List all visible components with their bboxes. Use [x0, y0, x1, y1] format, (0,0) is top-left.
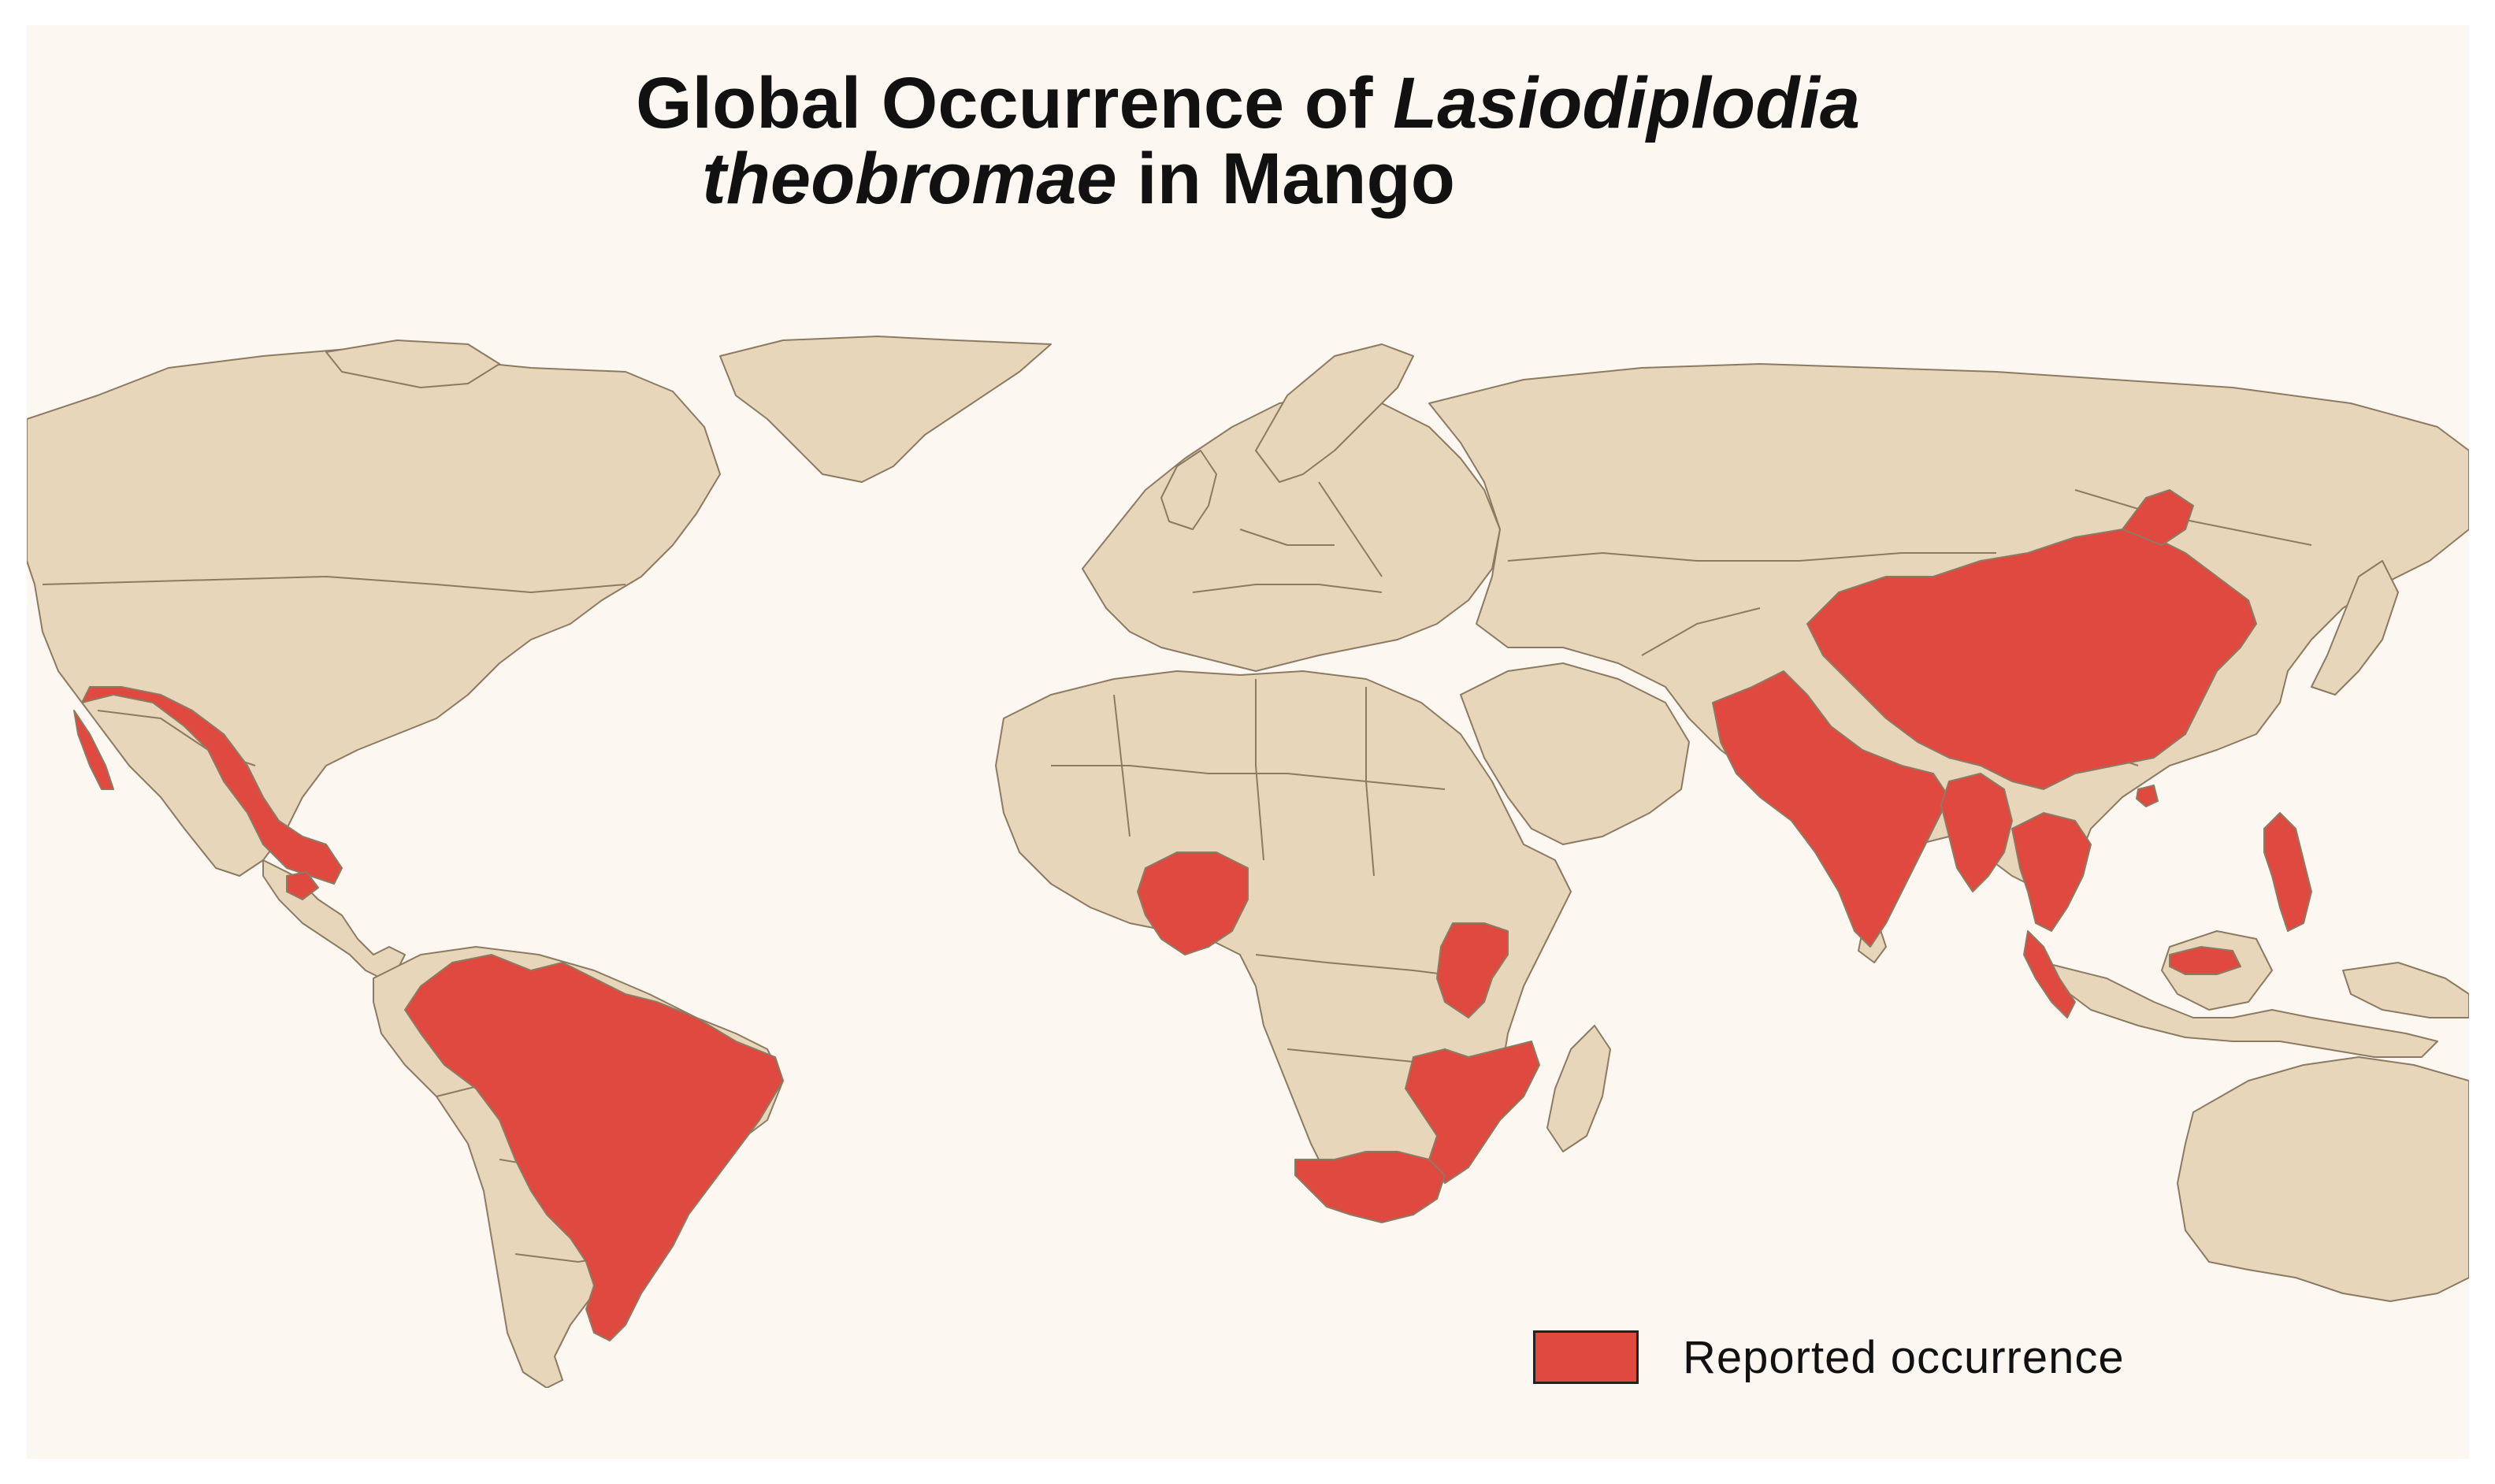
- land-madagascar: [1546, 1025, 1611, 1152]
- world-map: [27, 325, 2469, 1388]
- reported-occurrence-regions: [73, 489, 2312, 1341]
- land-greenland: [719, 336, 1052, 483]
- border-europe-3: [1318, 481, 1383, 577]
- border-asia-1: [1507, 552, 1996, 562]
- region-nigeria: [1137, 851, 1249, 955]
- region-guatemala: [286, 871, 319, 900]
- map-title: Global Occurrence of Lasiodiplodia theob…: [27, 63, 2469, 219]
- land-masses: [27, 336, 2469, 1388]
- border-africa-1: [1051, 765, 1446, 790]
- region-malaysia: [2023, 930, 2076, 1018]
- map-figure: Global Occurrence of Lasiodiplodia theob…: [27, 25, 2469, 1459]
- region-bangladesh-myanmar: [1940, 773, 2013, 892]
- region-kenya: [1436, 922, 1509, 1018]
- border-africa-2: [1113, 694, 1131, 837]
- land-british-isles: [1160, 450, 1217, 530]
- land-arabia: [1460, 662, 1690, 845]
- title-text-plain-end: in Mango: [1116, 138, 1455, 219]
- region-india-pakistan: [1712, 670, 1950, 948]
- land-new-guinea: [2342, 962, 2469, 1018]
- title-species-name: theobromae: [702, 138, 1117, 219]
- border-europe-1: [1192, 584, 1383, 593]
- region-hainan: [2136, 785, 2159, 807]
- region-thailand-vietnam: [2011, 812, 2092, 932]
- region-malaysia-borneo: [2169, 946, 2241, 975]
- region-mexico: [81, 686, 343, 885]
- title-line-1: Global Occurrence of Lasiodiplodia: [27, 63, 2469, 143]
- border-europe-2: [1239, 529, 1335, 546]
- land-australia: [2177, 1056, 2469, 1302]
- region-mozambique-zimbabwe: [1405, 1041, 1540, 1184]
- border-africa-4: [1365, 687, 1375, 877]
- region-philippines: [2263, 812, 2312, 932]
- land-scandinavia: [1255, 343, 1414, 483]
- region-baja-california: [73, 710, 114, 790]
- legend-label: Reported occurrence: [1683, 1331, 2125, 1383]
- border-asia-2: [1641, 607, 1761, 656]
- region-china-northeast: [2122, 489, 2194, 546]
- title-line-2: theobromae in Mango: [27, 138, 2469, 219]
- land-arctic-islands: [325, 339, 500, 388]
- land-japan: [2311, 560, 2399, 696]
- border-africa-3: [1255, 679, 1264, 861]
- land-indonesia: [2043, 962, 2438, 1058]
- legend-swatch-occurrence: [1533, 1330, 1639, 1384]
- title-text-plain: Global Occurrence of: [635, 63, 1394, 143]
- border-usa-canada: [42, 576, 626, 593]
- map-legend: Reported occurrence: [1533, 1329, 2125, 1386]
- border-asia-3: [2074, 489, 2312, 546]
- region-brazil: [404, 954, 784, 1341]
- title-genus-name: Lasiodiplodia: [1393, 63, 1861, 143]
- region-south-africa: [1294, 1151, 1446, 1223]
- region-china: [1806, 529, 2257, 790]
- land-north-america: [27, 347, 721, 877]
